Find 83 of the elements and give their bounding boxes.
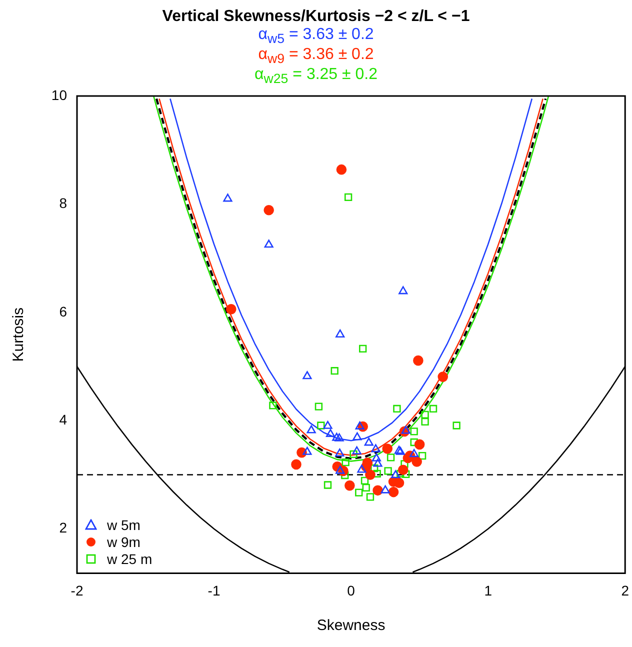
point <box>336 329 345 338</box>
x-tick-label: -1 <box>208 582 220 598</box>
legend-label: w 5m <box>107 516 140 533</box>
point <box>362 484 370 492</box>
point <box>398 464 408 476</box>
point <box>401 426 410 434</box>
point <box>452 422 460 430</box>
point <box>410 428 418 436</box>
y-tick-label: 4 <box>59 411 68 428</box>
x-tick-label: 2 <box>621 582 630 598</box>
point <box>372 485 383 496</box>
y-tick-label: 2 <box>59 520 68 536</box>
point <box>384 467 392 475</box>
point <box>352 432 362 440</box>
point <box>314 402 323 410</box>
point <box>335 448 344 457</box>
point <box>226 304 236 314</box>
point <box>264 240 274 248</box>
point <box>336 466 345 474</box>
point <box>264 205 274 216</box>
point <box>372 453 381 462</box>
x-tick-label: 0 <box>347 582 356 598</box>
point <box>410 438 418 446</box>
point <box>326 429 336 438</box>
point <box>332 432 342 441</box>
point <box>421 418 429 426</box>
point <box>291 459 302 470</box>
point <box>364 438 374 446</box>
point <box>352 446 362 454</box>
point <box>386 454 395 462</box>
point <box>418 452 426 460</box>
y-axis-title: Kurtosis <box>10 308 28 362</box>
point <box>357 464 366 473</box>
text: α$_{w25}$ = 3.25 ± 0.2 <box>254 66 378 88</box>
point <box>323 420 332 429</box>
point <box>306 425 316 434</box>
point <box>388 486 399 498</box>
point <box>344 480 355 491</box>
point <box>302 446 312 455</box>
point <box>380 485 390 494</box>
text: α$_{w9}$ = 3.36 ± 0.2 <box>257 46 375 68</box>
y-tick-label: 8 <box>59 195 68 212</box>
point <box>391 470 400 478</box>
point <box>365 470 376 480</box>
x-tick-label: -2 <box>70 582 84 598</box>
point <box>336 164 347 175</box>
point <box>398 286 408 294</box>
point <box>371 444 380 452</box>
point <box>382 444 393 454</box>
point <box>359 344 367 352</box>
point <box>414 439 425 450</box>
y-tick-label: 6 <box>59 303 68 320</box>
point <box>269 402 277 410</box>
x-axis-title: Skewness <box>316 617 386 634</box>
point <box>223 194 232 202</box>
point <box>342 458 350 466</box>
point <box>360 476 369 485</box>
legend-label: w 25 m <box>107 550 152 567</box>
point <box>334 433 344 442</box>
point <box>429 404 438 413</box>
y-tick-label: 10 <box>51 86 68 103</box>
point <box>317 422 325 430</box>
x-tick-label: 1 <box>484 582 492 598</box>
point <box>412 456 422 467</box>
point <box>370 464 378 472</box>
point <box>344 193 352 202</box>
point <box>373 470 381 478</box>
text: α$_{w5}$ = 3.63 ± 0.2 <box>257 26 375 48</box>
point <box>330 367 338 375</box>
chart-title: Vertical Skewness/Kurtosis −2 < z/L < −1 <box>161 8 471 26</box>
point <box>355 488 363 496</box>
point <box>302 371 312 380</box>
point <box>393 404 401 413</box>
point <box>324 481 332 489</box>
point <box>355 421 364 430</box>
point <box>350 450 358 458</box>
point <box>410 449 419 458</box>
legend-label: w 9m <box>107 534 140 550</box>
point <box>438 372 448 382</box>
point <box>366 493 374 501</box>
point <box>421 410 429 419</box>
point <box>413 355 424 366</box>
point <box>373 458 382 467</box>
